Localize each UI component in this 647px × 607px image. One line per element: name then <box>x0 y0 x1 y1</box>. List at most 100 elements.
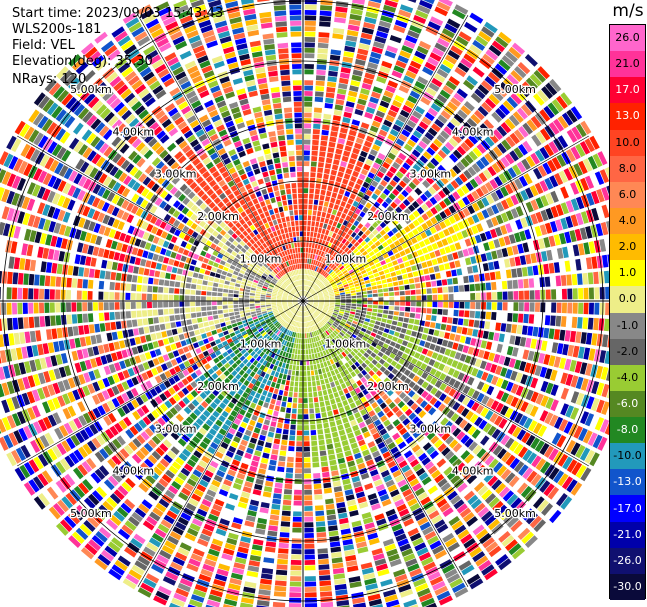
velocity-gate <box>317 429 324 435</box>
velocity-gate <box>367 297 373 301</box>
velocity-gate <box>570 198 580 211</box>
velocity-gate <box>208 484 219 493</box>
velocity-gate <box>430 387 438 396</box>
velocity-gate <box>372 144 381 152</box>
velocity-gate <box>438 595 453 606</box>
velocity-gate <box>341 351 347 358</box>
velocity-gate <box>390 201 398 209</box>
velocity-gate <box>367 301 373 305</box>
velocity-gate <box>336 385 342 391</box>
velocity-gate <box>313 297 319 299</box>
velocity-gate <box>357 98 367 106</box>
velocity-gate <box>266 368 272 375</box>
velocity-gate <box>379 446 389 454</box>
velocity-gate <box>570 146 581 160</box>
velocity-gate <box>318 293 323 296</box>
velocity-gate <box>430 206 438 215</box>
velocity-gate <box>395 363 402 370</box>
velocity-gate <box>367 210 374 217</box>
velocity-gate <box>133 328 139 336</box>
velocity-gate <box>525 403 534 415</box>
velocity-gate <box>404 124 414 133</box>
velocity-gate <box>518 290 524 300</box>
velocity-gate <box>543 105 555 119</box>
velocity-gate <box>220 484 231 492</box>
velocity-gate <box>322 350 327 356</box>
velocity-gate <box>354 429 362 437</box>
velocity-gate <box>599 239 607 252</box>
velocity-gate <box>288 440 295 446</box>
velocity-gate <box>539 146 550 160</box>
velocity-gate <box>270 370 276 376</box>
velocity-gate <box>268 403 275 410</box>
velocity-gate <box>466 193 475 203</box>
velocity-gate <box>386 184 394 192</box>
velocity-gate <box>408 318 415 324</box>
velocity-gate <box>372 289 378 294</box>
velocity-gate <box>372 366 379 373</box>
velocity-gate <box>320 189 326 196</box>
velocity-gate <box>452 149 463 160</box>
velocity-gate <box>325 438 333 445</box>
velocity-gate <box>553 118 565 132</box>
velocity-gate <box>582 317 589 330</box>
velocity-gate <box>335 589 348 596</box>
velocity-gate <box>434 585 449 596</box>
velocity-gate <box>209 460 219 469</box>
velocity-gate <box>557 473 569 487</box>
velocity-gate <box>378 305 384 309</box>
velocity-gate <box>223 598 238 607</box>
velocity-gate <box>385 479 395 488</box>
velocity-gate <box>313 265 317 271</box>
velocity-gate <box>403 450 413 459</box>
velocity-gate <box>332 120 340 127</box>
velocity-gate <box>258 589 271 596</box>
velocity-gate <box>180 512 192 522</box>
velocity-gate <box>335 355 341 362</box>
velocity-gate <box>598 318 605 331</box>
velocity-gate <box>326 443 334 450</box>
velocity-gate <box>223 604 236 607</box>
velocity-gate <box>292 365 296 371</box>
velocity-gate <box>306 292 310 297</box>
velocity-gate <box>303 199 308 204</box>
velocity-gate <box>537 89 549 103</box>
velocity-gate <box>452 252 459 260</box>
velocity-gate <box>437 294 443 301</box>
velocity-gate <box>492 445 503 456</box>
velocity-gate <box>403 40 416 49</box>
velocity-gate <box>445 80 457 91</box>
velocity-gate <box>508 234 516 244</box>
velocity-gate <box>273 438 281 445</box>
velocity-gate <box>129 338 136 346</box>
velocity-gate <box>329 421 336 427</box>
velocity-gate <box>236 472 246 480</box>
velocity-gate <box>461 363 469 373</box>
velocity-gate <box>360 327 367 333</box>
velocity-gate <box>427 535 439 546</box>
velocity-gate <box>143 577 157 589</box>
velocity-gate <box>465 410 474 421</box>
velocity-gate <box>328 393 334 400</box>
velocity-gate <box>324 218 329 224</box>
velocity-gate <box>437 37 450 48</box>
velocity-gate <box>303 155 310 161</box>
velocity-gate <box>460 533 473 545</box>
velocity-gate <box>265 480 274 487</box>
velocity-gate <box>207 315 214 321</box>
velocity-gate <box>343 483 352 491</box>
velocity-gate <box>526 119 538 132</box>
velocity-gate <box>199 328 206 334</box>
velocity-gate <box>305 291 308 297</box>
velocity-gate <box>313 295 318 298</box>
velocity-gate <box>414 319 420 325</box>
velocity-gate <box>284 346 288 352</box>
velocity-gate <box>543 354 551 365</box>
velocity-gate <box>304 134 311 140</box>
velocity-gate <box>367 294 373 298</box>
velocity-gate <box>299 317 302 322</box>
velocity-gate <box>472 348 480 357</box>
velocity-gate <box>388 329 395 336</box>
velocity-gate <box>306 305 310 309</box>
velocity-gate <box>219 518 230 526</box>
